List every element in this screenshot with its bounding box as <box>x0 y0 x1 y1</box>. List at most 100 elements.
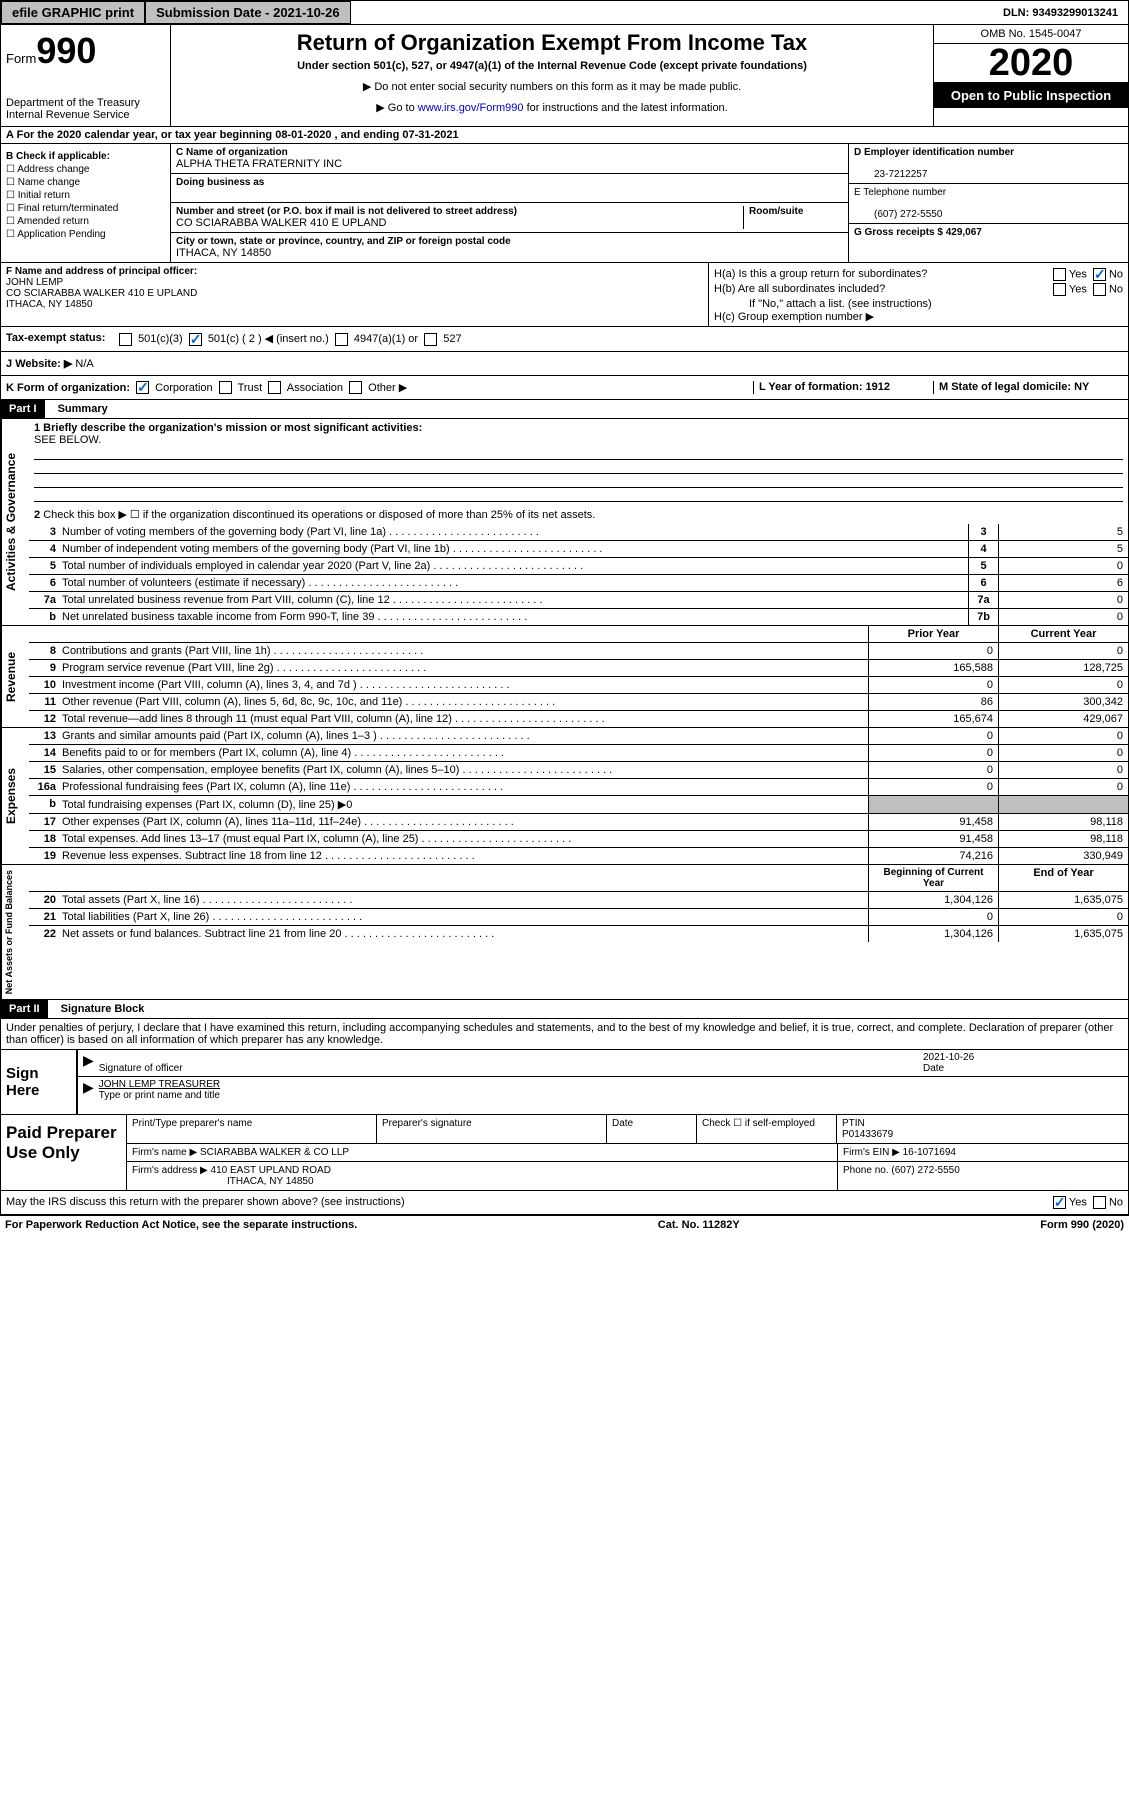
header-left: Form990 Department of the Treasury Inter… <box>1 25 171 126</box>
sig-name-value: JOHN LEMP TREASURER <box>99 1079 220 1090</box>
expenses-section: Expenses 13Grants and similar amounts pa… <box>1 728 1128 865</box>
ein-value: 23-7212257 <box>854 169 927 180</box>
phone-value: (607) 272-5550 <box>854 209 942 220</box>
revenue-row: 12Total revenue—add lines 8 through 11 (… <box>29 711 1128 727</box>
cb-trust[interactable] <box>219 381 232 394</box>
form-body: Form990 Department of the Treasury Inter… <box>0 25 1129 1216</box>
box-h: H(a) Is this a group return for subordin… <box>708 263 1128 326</box>
hb-label: H(b) Are all subordinates included? <box>714 283 885 296</box>
firm-addr2-value: ITHACA, NY 14850 <box>132 1176 314 1187</box>
cb-final: ☐ Final return/terminated <box>6 203 165 214</box>
dba-label: Doing business as <box>176 177 264 188</box>
box-d-e-g: D Employer identification number 23-72122… <box>848 144 1128 262</box>
side-revenue: Revenue <box>1 626 29 727</box>
hb-no[interactable] <box>1093 283 1106 296</box>
sign-here-label: Sign Here <box>1 1050 76 1114</box>
paid-preparer-label: Paid Preparer Use Only <box>1 1115 126 1190</box>
gov-row: 5Total number of individuals employed in… <box>29 558 1128 575</box>
cb-501c[interactable] <box>189 333 202 346</box>
form-header: Form990 Department of the Treasury Inter… <box>1 25 1128 127</box>
expense-row: 18Total expenses. Add lines 13–17 (must … <box>29 831 1128 848</box>
cb-501c3[interactable] <box>119 333 132 346</box>
irs-label: Internal Revenue Service <box>6 109 165 121</box>
form-note2: ▶ Go to www.irs.gov/Form990 for instruct… <box>176 101 928 114</box>
expense-row: 19Revenue less expenses. Subtract line 1… <box>29 848 1128 864</box>
prior-year-header: Prior Year <box>868 626 998 642</box>
box-j: J Website: ▶ N/A <box>1 352 1128 376</box>
submission-date-button[interactable]: Submission Date - 2021-10-26 <box>145 1 351 24</box>
header-right: OMB No. 1545-0047 2020 Open to Public In… <box>933 25 1128 126</box>
hb-yes[interactable] <box>1053 283 1066 296</box>
org-name-value: ALPHA THETA FRATERNITY INC <box>176 158 342 170</box>
form-title: Return of Organization Exempt From Incom… <box>176 30 928 56</box>
ha-yes[interactable] <box>1053 268 1066 281</box>
inspection-label: Open to Public Inspection <box>934 83 1128 108</box>
box-klm: K Form of organization: Corporation Trus… <box>1 376 1128 401</box>
header-center: Return of Organization Exempt From Incom… <box>171 25 933 126</box>
form-ref: Form 990 (2020) <box>1040 1219 1124 1231</box>
expense-row: 14Benefits paid to or for members (Part … <box>29 745 1128 762</box>
sig-name-label: Type or print name and title <box>99 1090 220 1101</box>
officer-addr1: CO SCIARABBA WALKER 410 E UPLAND <box>6 288 197 299</box>
street-label: Number and street (or P.O. box if mail i… <box>176 206 517 217</box>
gov-row: 7aTotal unrelated business revenue from … <box>29 592 1128 609</box>
cb-name: ☐ Name change <box>6 177 165 188</box>
ha-no[interactable] <box>1093 268 1106 281</box>
form-subtitle: Under section 501(c), 527, or 4947(a)(1)… <box>176 60 928 72</box>
netasset-row: 21Total liabilities (Part X, line 26) 00 <box>29 909 1128 926</box>
box-f: F Name and address of principal officer:… <box>1 263 708 326</box>
expense-row: 15Salaries, other compensation, employee… <box>29 762 1128 779</box>
firm-phone-label: Phone no. <box>843 1165 889 1176</box>
revenue-row: 10Investment income (Part VIII, column (… <box>29 677 1128 694</box>
firm-addr-label: Firm's address ▶ <box>132 1165 208 1176</box>
room-label: Room/suite <box>749 206 803 217</box>
hc-label: H(c) Group exemption number ▶ <box>714 310 1123 323</box>
end-year-header: End of Year <box>998 865 1128 891</box>
irs-link[interactable]: www.irs.gov/Form990 <box>418 102 524 114</box>
part1-header: Part I Summary <box>1 400 1128 419</box>
revenue-row: 9Program service revenue (Part VIII, lin… <box>29 660 1128 677</box>
phone-label: E Telephone number <box>854 187 946 198</box>
expense-row: bTotal fundraising expenses (Part IX, co… <box>29 796 1128 814</box>
cb-527[interactable] <box>424 333 437 346</box>
revenue-row: 11Other revenue (Part VIII, column (A), … <box>29 694 1128 711</box>
side-governance: Activities & Governance <box>1 419 29 625</box>
ein-label: D Employer identification number <box>854 147 1014 158</box>
section-fh: F Name and address of principal officer:… <box>1 263 1128 327</box>
gov-row: 3Number of voting members of the governi… <box>29 524 1128 541</box>
efile-button[interactable]: efile GRAPHIC print <box>1 1 145 24</box>
street-value: CO SCIARABBA WALKER 410 E UPLAND <box>176 217 387 229</box>
tax-status-label: Tax-exempt status: <box>6 332 105 344</box>
form-note1: ▶ Do not enter social security numbers o… <box>176 80 928 93</box>
top-toolbar: efile GRAPHIC print Submission Date - 20… <box>0 0 1129 25</box>
dln-label: DLN: 93493299013241 <box>993 4 1128 22</box>
current-year-header: Current Year <box>998 626 1128 642</box>
cb-assoc[interactable] <box>268 381 281 394</box>
revenue-row: 8Contributions and grants (Part VIII, li… <box>29 643 1128 660</box>
section-bc: B Check if applicable: ☐ Address change … <box>1 144 1128 263</box>
ptin-value: P01433679 <box>842 1129 893 1140</box>
prep-check-label: Check ☐ if self-employed <box>697 1115 837 1143</box>
sig-officer-label: Signature of officer <box>99 1063 183 1074</box>
firm-name-value: SCIARABBA WALKER & CO LLP <box>200 1147 349 1158</box>
discuss-no[interactable] <box>1093 1196 1106 1209</box>
netasset-row: 22Net assets or fund balances. Subtract … <box>29 926 1128 942</box>
paid-preparer-section: Paid Preparer Use Only Print/Type prepar… <box>1 1115 1128 1191</box>
sig-date-value: 2021-10-26 <box>923 1052 974 1063</box>
box-b: B Check if applicable: ☐ Address change … <box>1 144 171 262</box>
officer-addr2: ITHACA, NY 14850 <box>6 299 93 310</box>
cb-initial: ☐ Initial return <box>6 190 165 201</box>
form-label: Form <box>6 51 36 66</box>
q2-text: Check this box ▶ ☐ if the organization d… <box>43 509 595 521</box>
cb-other[interactable] <box>349 381 362 394</box>
prep-sig-label: Preparer's signature <box>377 1115 607 1143</box>
cb-amended: ☐ Amended return <box>6 216 165 227</box>
tax-year: 2020 <box>934 44 1128 83</box>
discuss-yes[interactable] <box>1053 1196 1066 1209</box>
governance-section: Activities & Governance 1 Briefly descri… <box>1 419 1128 626</box>
cb-4947[interactable] <box>335 333 348 346</box>
cb-corp[interactable] <box>136 381 149 394</box>
cb-application: ☐ Application Pending <box>6 229 165 240</box>
box-c: C Name of organizationALPHA THETA FRATER… <box>171 144 848 262</box>
officer-name: JOHN LEMP <box>6 277 63 288</box>
